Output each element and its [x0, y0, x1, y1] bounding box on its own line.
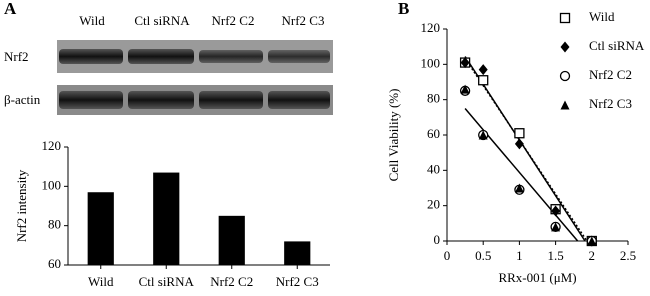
x-tick-label: 1.5	[547, 248, 563, 263]
lane-label: Nrf2 C3	[282, 13, 325, 28]
panel-label: B	[398, 0, 409, 18]
y-tick-label: 40	[427, 161, 440, 176]
x-tick-label: 0.5	[475, 248, 491, 263]
y-tick-label: 80	[48, 217, 61, 232]
marker	[560, 41, 570, 53]
x-tick-label: 0	[444, 248, 451, 263]
marker	[460, 84, 470, 94]
bar	[153, 172, 180, 265]
y-tick-label: 120	[421, 20, 441, 35]
marker	[478, 75, 489, 86]
blot-image	[57, 40, 333, 115]
x-tick-label: 2.5	[620, 248, 636, 263]
marker	[514, 183, 524, 193]
y-tick-label: 120	[42, 138, 62, 153]
y-tick-label: 20	[427, 197, 440, 212]
legend-label: Ctl siRNA	[589, 38, 645, 53]
y-tick-label: 60	[427, 126, 440, 141]
marker	[514, 128, 525, 139]
y-tick-label: 0	[434, 232, 441, 247]
marker	[559, 12, 571, 24]
y-tick-label: 100	[42, 177, 62, 192]
blot-row-label: Nrf2	[4, 49, 29, 64]
marker	[560, 100, 570, 110]
y-tick-label: 80	[427, 91, 440, 106]
marker	[514, 138, 524, 150]
marker	[478, 64, 488, 76]
blot-row-label: β-actin	[4, 92, 41, 107]
bar	[284, 241, 311, 265]
marker	[587, 236, 597, 246]
marker	[478, 130, 488, 140]
lane-label: Ctl siRNA	[134, 13, 190, 28]
x-tick-label: 1	[516, 248, 523, 263]
panel-label: A	[4, 0, 17, 18]
x-tick-label: 2	[589, 248, 596, 263]
y-axis-title: Cell Viability (%)	[386, 89, 401, 182]
x-tick-label: Wild	[88, 274, 114, 289]
x-tick-label: Nrf2 C3	[276, 274, 319, 289]
bar	[87, 192, 114, 265]
fit-line	[464, 56, 586, 242]
legend-label: Wild	[589, 9, 615, 24]
x-axis-title: RRx-001 (μM)	[498, 270, 576, 285]
legend-label: Nrf2 C2	[589, 67, 632, 82]
x-tick-label: Nrf2 C2	[210, 274, 253, 289]
y-axis-title: Nrf2 intensity	[14, 169, 29, 242]
x-tick-label: Ctl siRNA	[139, 274, 195, 289]
marker	[551, 222, 561, 232]
bar	[218, 215, 245, 265]
lane-label: Wild	[79, 13, 105, 28]
legend-label: Nrf2 C3	[589, 96, 632, 111]
marker	[551, 205, 561, 217]
marker	[559, 70, 571, 82]
y-tick-label: 100	[421, 55, 441, 70]
y-tick-label: 60	[48, 256, 61, 271]
lane-label: Nrf2 C2	[212, 13, 255, 28]
marker	[460, 57, 470, 69]
